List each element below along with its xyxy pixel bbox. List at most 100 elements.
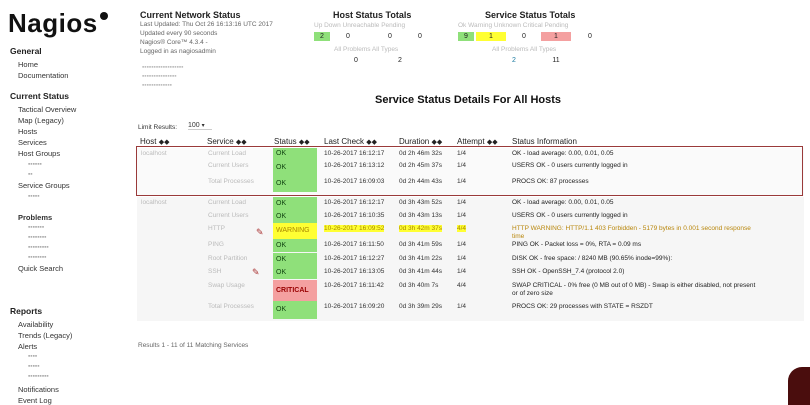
- sidebar-item-home[interactable]: Home: [18, 60, 39, 69]
- status-information: OK - load average: 0.00, 0.01, 0.05: [512, 150, 614, 157]
- host-name-link[interactable]: localhost: [141, 199, 167, 206]
- col-header-service[interactable]: Service ◆◆: [207, 137, 247, 146]
- duration-cell: 0d 2h 45m 37s: [399, 162, 443, 169]
- status-information: SWAP CRITICAL - 0% free (0 MB out of 0 M…: [512, 282, 756, 289]
- sort-arrows-icon[interactable]: ◆◆: [431, 139, 443, 146]
- host-pending-count[interactable]: 0: [418, 33, 422, 40]
- sort-arrows-icon[interactable]: ◆◆: [486, 139, 498, 146]
- sidebar-sub-faint[interactable]: ▪▪▪▪▪▪▪▪: [28, 234, 47, 241]
- duration-cell: 0d 3h 43m 13s: [399, 212, 443, 219]
- host-up-count[interactable]: 2: [314, 32, 330, 41]
- network-faint-link[interactable]: ▪▪▪▪▪▪▪▪▪▪▪▪▪▪▪: [142, 73, 177, 80]
- nagios-logo[interactable]: Nagios: [8, 8, 108, 39]
- col-header-last-check[interactable]: Last Check ◆◆: [324, 137, 377, 146]
- sidebar-general-title: General: [10, 46, 42, 56]
- status-information: DISK OK - free space: / 8240 MB (90.65% …: [512, 255, 673, 262]
- col-duration-label: Duration: [399, 137, 430, 146]
- flapping-icon[interactable]: ✎: [252, 267, 260, 277]
- sort-arrows-icon[interactable]: ◆◆: [298, 139, 310, 146]
- host-down-count[interactable]: 0: [346, 33, 350, 40]
- sidebar-item-tactical-overview[interactable]: Tactical Overview: [18, 105, 77, 114]
- sort-arrows-icon[interactable]: ◆◆: [366, 139, 378, 146]
- last-check-cell: 10-26-2017 16:13:05: [324, 268, 385, 275]
- status-information: SSH OK - OpenSSH_7.4 (protocol 2.0): [512, 268, 625, 275]
- sidebar-item-quick-search[interactable]: Quick Search: [18, 264, 64, 273]
- service-all-types-count[interactable]: 11: [552, 57, 560, 64]
- status-information: PROCS OK: 29 processes with STATE = RSZD…: [512, 303, 653, 310]
- service-warning-count[interactable]: 1: [476, 32, 506, 41]
- sidebar-item-documentation[interactable]: Documentation: [18, 71, 69, 80]
- flapping-icon[interactable]: ✎: [256, 227, 264, 237]
- limit-results-select[interactable]: 100 ▾: [188, 122, 212, 130]
- service-name-link[interactable]: Total Processes: [208, 303, 254, 310]
- sidebar-sub-faint[interactable]: ▪▪▪▪▪: [28, 363, 40, 370]
- service-unknown-count[interactable]: 0: [522, 33, 526, 40]
- sidebar-sub-faint[interactable]: ▪▪▪▪: [28, 353, 38, 360]
- corner-graphic: [788, 367, 810, 405]
- last-check-cell: 10-26-2017 16:09:52: [324, 225, 385, 232]
- service-name-link[interactable]: Current Load: [208, 199, 246, 206]
- sidebar-item-availability[interactable]: Availability: [18, 320, 54, 329]
- sidebar-sub-faint[interactable]: ▪▪▪▪▪▪▪▪: [28, 254, 47, 261]
- host-name-link[interactable]: localhost: [141, 150, 167, 157]
- sidebar-item-notifications[interactable]: Notifications: [18, 385, 59, 394]
- service-totals-labels: Ok Warning Unknown Critical Pending: [458, 22, 569, 29]
- col-header-host[interactable]: Host ◆◆: [140, 137, 169, 146]
- service-pending-count[interactable]: 0: [588, 33, 592, 40]
- service-all-problems-count[interactable]: 2: [512, 57, 516, 64]
- service-ok-count[interactable]: 9: [458, 32, 474, 41]
- sidebar-sub-faint[interactable]: ▪▪: [28, 171, 33, 178]
- sidebar-sub-faint[interactable]: ▪▪▪▪▪▪▪▪▪: [28, 244, 49, 251]
- sidebar-item-event-log[interactable]: Event Log: [18, 396, 52, 405]
- status-information: PROCS OK: 87 processes: [512, 178, 589, 185]
- last-check-cell: 10-26-2017 16:10:35: [324, 212, 385, 219]
- sidebar-reports-title: Reports: [10, 306, 43, 316]
- col-header-attempt[interactable]: Attempt ◆◆: [457, 137, 498, 146]
- sidebar-item-map[interactable]: Map (Legacy): [18, 116, 64, 125]
- attempt-cell: 1/4: [457, 150, 467, 157]
- host-all-problems-count[interactable]: 0: [354, 57, 358, 64]
- sidebar-item-problems[interactable]: Problems: [18, 213, 53, 222]
- service-name-link[interactable]: HTTP: [208, 225, 225, 232]
- status-information: OK - load average: 0.00, 0.01, 0.05: [512, 199, 614, 206]
- sort-arrows-icon[interactable]: ◆◆: [158, 139, 170, 146]
- sidebar-item-host-groups[interactable]: Host Groups: [18, 149, 61, 158]
- sidebar-sub-faint[interactable]: ▪▪▪▪▪: [28, 193, 40, 200]
- service-name-link[interactable]: Current Load: [208, 150, 246, 157]
- host-unreachable-count[interactable]: 0: [388, 33, 392, 40]
- status-information: HTTP WARNING: HTTP/1.1 403 Forbidden - 5…: [512, 225, 751, 232]
- col-attempt-label: Attempt: [457, 137, 485, 146]
- col-header-status[interactable]: Status ◆◆: [274, 137, 310, 146]
- sidebar-sub-faint[interactable]: ▪▪▪▪▪▪▪: [28, 224, 45, 231]
- service-name-link[interactable]: SSH: [208, 268, 222, 275]
- service-name-link[interactable]: Current Users: [208, 212, 249, 219]
- limit-results-value: 100: [188, 122, 200, 129]
- sidebar-item-services[interactable]: Services: [18, 138, 47, 147]
- col-header-status-information: Status Information: [512, 137, 577, 146]
- col-header-duration[interactable]: Duration ◆◆: [399, 137, 442, 146]
- service-critical-count[interactable]: 1: [541, 32, 571, 41]
- results-footer: Results 1 - 11 of 11 Matching Services: [138, 342, 249, 349]
- attempt-cell: 1/4: [457, 303, 467, 310]
- host-all-types-count[interactable]: 2: [398, 57, 402, 64]
- service-name-link[interactable]: Swap Usage: [208, 282, 245, 289]
- network-faint-link[interactable]: ▪▪▪▪▪▪▪▪▪▪▪▪▪▪▪▪▪▪: [142, 64, 184, 71]
- network-faint-link[interactable]: ▪▪▪▪▪▪▪▪▪▪▪▪▪: [142, 82, 172, 89]
- host-all-label: All Problems All Types: [334, 46, 399, 53]
- service-name-link[interactable]: Root Partition: [208, 255, 248, 262]
- sidebar-item-service-groups[interactable]: Service Groups: [18, 181, 70, 190]
- sidebar-sub-faint[interactable]: ▪▪▪▪▪▪▪▪▪: [28, 373, 49, 380]
- service-name-link[interactable]: Total Processes: [208, 178, 254, 185]
- sort-arrows-icon[interactable]: ◆◆: [235, 139, 247, 146]
- status-badge: OK: [273, 148, 317, 160]
- sidebar-item-trends[interactable]: Trends (Legacy): [18, 331, 73, 340]
- col-host-label: Host: [140, 137, 157, 146]
- service-name-link[interactable]: Current Users: [208, 162, 249, 169]
- last-check-cell: 10-26-2017 16:13:12: [324, 162, 385, 169]
- sidebar-sub-faint[interactable]: ▪▪▪▪▪▪: [28, 161, 42, 168]
- sidebar-item-hosts[interactable]: Hosts: [18, 127, 38, 136]
- col-last-check-label: Last Check: [324, 137, 365, 146]
- sidebar-item-alerts[interactable]: Alerts: [18, 342, 38, 351]
- host-group-localhost-2: [137, 197, 804, 321]
- service-name-link[interactable]: PING: [208, 241, 224, 248]
